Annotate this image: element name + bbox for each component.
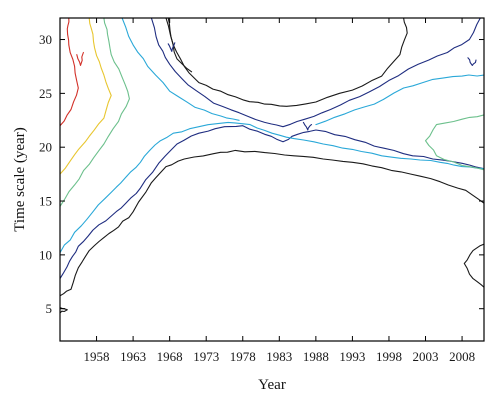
- x-tick-label: 1973: [193, 349, 219, 364]
- x-tick-label: 1963: [120, 349, 146, 364]
- contour-level-1-segment-2: [167, 18, 193, 73]
- x-tick-label: 1968: [157, 349, 183, 364]
- contour-level-2-segment-1: [150, 18, 481, 128]
- y-axis-ticks: 5 10 15 20 25 30: [39, 32, 484, 316]
- contour-layer: [60, 18, 484, 314]
- contour-level-1-segment-1: [165, 18, 408, 107]
- contour-level-1-segment-4: [463, 243, 484, 288]
- contour-level-3-segment-2: [315, 74, 484, 126]
- y-tick-label: 30: [39, 32, 52, 47]
- x-axis-ticks: 1958 1963 1968 1973 1978 1983 1988 1993 1998 2003…: [84, 18, 475, 364]
- contour-level-3-segment-0: [60, 121, 484, 254]
- y-tick-label: 5: [46, 301, 53, 316]
- x-tick-label: 1988: [303, 349, 329, 364]
- contour-level-2-segment-3: [302, 121, 313, 131]
- contour-level-4-segment-1: [424, 114, 484, 171]
- plot-frame: [59, 17, 485, 342]
- x-axis-title: Year: [258, 377, 286, 393]
- contour-level-2-segment-4: [467, 57, 477, 66]
- y-axis-title: Time scale (year): [12, 127, 28, 231]
- x-tick-label: 1998: [376, 349, 402, 364]
- x-tick-label: 2003: [413, 349, 439, 364]
- x-tick-label: 1993: [339, 349, 365, 364]
- contour-level-1-segment-0: [60, 149, 484, 297]
- y-tick-label: 25: [39, 86, 52, 101]
- x-tick-label: 1978: [230, 349, 256, 364]
- x-tick-label: 1958: [84, 349, 110, 364]
- contour-level-2-segment-0: [60, 125, 484, 280]
- contour-level-2-segment-2: [167, 42, 176, 52]
- contour-level-3-segment-1: [121, 18, 240, 121]
- contour-level-4-segment-0: [60, 18, 130, 207]
- x-tick-label: 2008: [449, 349, 475, 364]
- contour-level-5-segment-0: [60, 18, 112, 175]
- y-tick-label: 10: [39, 247, 52, 262]
- y-tick-label: 20: [39, 140, 52, 155]
- contour-level-6-segment-0: [60, 18, 79, 127]
- x-tick-label: 1983: [266, 349, 292, 364]
- y-tick-label: 15: [39, 194, 52, 209]
- contour-level-6-segment-1: [76, 51, 84, 66]
